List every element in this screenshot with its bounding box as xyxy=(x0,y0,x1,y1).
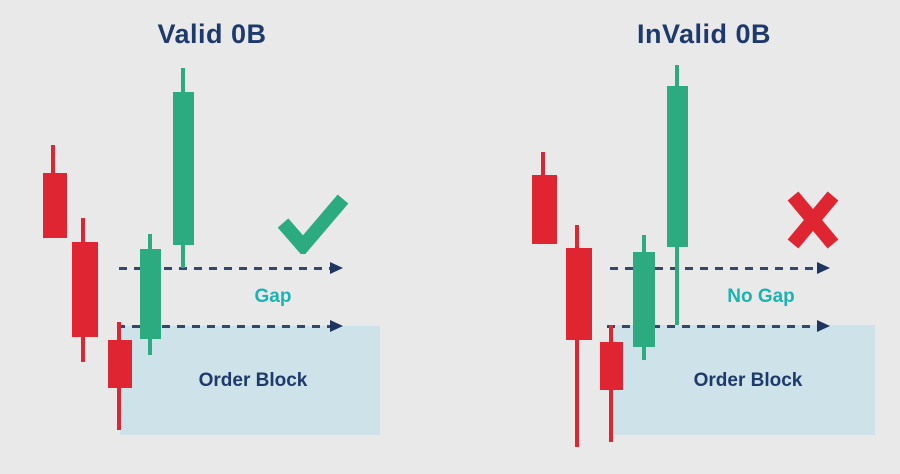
dashed-arrow-head xyxy=(330,262,343,274)
candle-body-down xyxy=(532,175,557,244)
panel-title-invalid-ob: InValid 0B xyxy=(636,19,772,49)
panel-title-valid-ob: Valid 0B xyxy=(157,19,267,49)
dashed-arrow-head xyxy=(330,320,343,332)
candle-body-down xyxy=(108,340,132,388)
candle-body-down xyxy=(72,242,98,337)
candle-body-up xyxy=(173,92,194,245)
gap-label: Gap xyxy=(254,286,292,307)
candle-body-down xyxy=(566,248,592,340)
candle-body-down xyxy=(600,342,623,390)
dashed-arrow-line xyxy=(610,267,819,270)
candle-body-down xyxy=(43,173,67,238)
order-block-zone-valid-ob xyxy=(120,326,380,435)
candle-body-up xyxy=(140,249,161,339)
candle-body-up xyxy=(667,86,688,247)
x-icon xyxy=(786,190,840,255)
dashed-arrow-head xyxy=(817,262,830,274)
dashed-arrow-line xyxy=(119,267,332,270)
check-icon xyxy=(276,192,350,259)
dashed-arrow-head xyxy=(817,320,830,332)
dashed-arrow-line xyxy=(607,325,819,328)
candle-body-up xyxy=(633,252,655,347)
dashed-arrow-line xyxy=(117,325,332,328)
order-block-label-valid: Order Block xyxy=(198,370,308,391)
order-block-label-invalid: Order Block xyxy=(693,370,803,391)
no-gap-label: No Gap xyxy=(727,286,795,307)
